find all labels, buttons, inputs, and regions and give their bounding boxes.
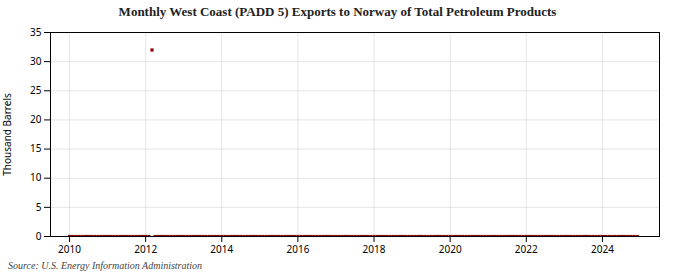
svg-text:30: 30 [30,54,42,68]
svg-text:2016: 2016 [286,242,309,256]
svg-text:2010: 2010 [58,242,81,256]
svg-text:2018: 2018 [363,242,386,256]
svg-text:10: 10 [30,170,42,184]
svg-text:5: 5 [36,200,42,214]
html-text:Monthly West Coast (PADD 5) Ex: Monthly West Coast (PADD 5) Exports to N… [118,4,557,19]
svg-text:20: 20 [30,112,42,126]
svg-text:2020: 2020 [439,242,462,256]
svg-text:Thousand Barrels: Thousand Barrels [0,93,14,176]
html-text:Source: U.S. Energy Informatio: Source: U.S. Energy Information Administ… [8,260,203,271]
svg-text:0: 0 [36,229,42,243]
svg-text:15: 15 [30,141,42,155]
svg-text:2024: 2024 [591,242,614,256]
svg-text:25: 25 [30,83,42,97]
svg-text:35: 35 [30,25,42,39]
svg-text:2014: 2014 [210,242,233,256]
svg-text:2022: 2022 [515,242,538,256]
svg-text:2012: 2012 [134,242,157,256]
